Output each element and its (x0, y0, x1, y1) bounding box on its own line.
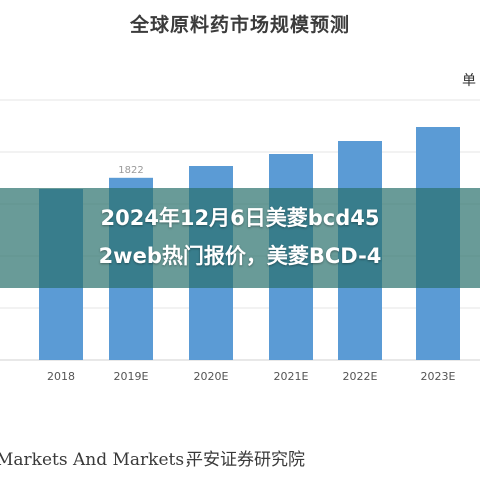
x-tick-label: 2023E (421, 370, 456, 383)
chart-title: 全球原料药市场规模预测 (129, 14, 350, 36)
unit-label: 单 (462, 73, 476, 89)
data-label: 1822 (118, 165, 143, 176)
x-tick-label: 2019E (114, 370, 149, 383)
banner-line-1: 2024年12月6日美菱bcd45 (100, 206, 380, 230)
x-tick-label: 2021E (274, 370, 309, 383)
banner-line-2: 2web热门报价，美菱BCD-4 (98, 244, 382, 268)
source-text-left: Markets And Markets， (0, 450, 202, 470)
x-tick-label: 2022E (343, 370, 378, 383)
x-tick-label: 2018 (47, 370, 75, 383)
x-tick-label: 2020E (194, 370, 229, 383)
source-text-right: 平安证券研究院 (186, 450, 305, 470)
title-banner: 2024年12月6日美菱bcd45 2web热门报价，美菱BCD-4 (0, 188, 480, 288)
